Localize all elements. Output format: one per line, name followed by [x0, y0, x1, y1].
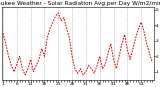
Title: Milwaukee Weather - Solar Radiation Avg per Day W/m2/minute: Milwaukee Weather - Solar Radiation Avg …	[0, 1, 160, 6]
